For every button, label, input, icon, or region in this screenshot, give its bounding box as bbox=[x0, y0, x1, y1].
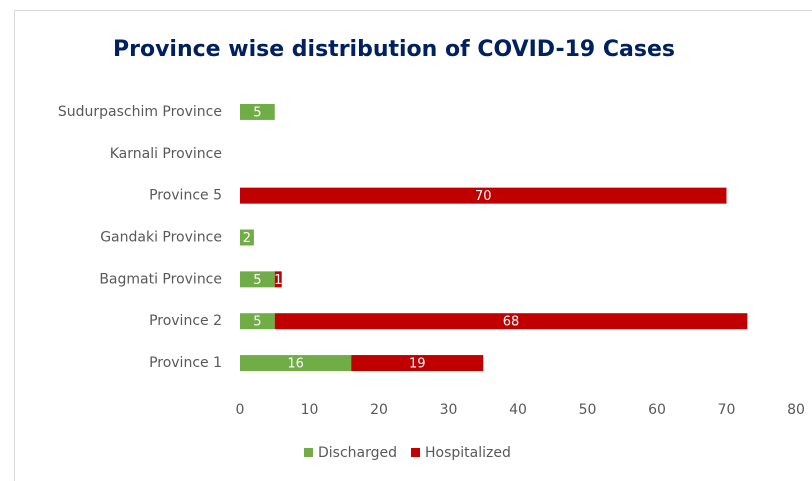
x-tick-label: 10 bbox=[301, 402, 319, 418]
x-tick-label: 40 bbox=[509, 402, 527, 418]
data-label: 70 bbox=[475, 189, 492, 204]
data-label: 19 bbox=[409, 357, 426, 372]
legend-swatch bbox=[411, 448, 421, 457]
data-label: 68 bbox=[503, 315, 520, 330]
data-label: 5 bbox=[253, 105, 261, 120]
x-tick-label: 30 bbox=[440, 402, 458, 418]
chart-title: Province wise distribution of COVID-19 C… bbox=[113, 37, 675, 62]
legend-label: Hospitalized bbox=[425, 445, 511, 461]
x-tick-label: 60 bbox=[648, 402, 666, 418]
chart-frame bbox=[14, 10, 812, 481]
bar-segment bbox=[240, 229, 254, 246]
bar-segment bbox=[240, 103, 275, 120]
y-tick-label: Province 1 bbox=[149, 355, 222, 371]
y-tick-label: Gandaki Province bbox=[100, 230, 222, 246]
x-tick-label: 80 bbox=[787, 402, 805, 418]
x-tick-label: 0 bbox=[236, 402, 245, 418]
x-tick-label: 50 bbox=[579, 402, 597, 418]
data-label: 5 bbox=[253, 315, 261, 330]
bar-segment bbox=[240, 313, 275, 330]
y-tick-label: Province 5 bbox=[149, 188, 222, 204]
x-tick-label: 20 bbox=[370, 402, 388, 418]
y-tick-label: Karnali Province bbox=[110, 146, 222, 162]
legend-swatch bbox=[304, 448, 313, 457]
bar-segment bbox=[240, 187, 727, 204]
bar-segment bbox=[240, 355, 352, 372]
data-label: 1 bbox=[274, 273, 282, 288]
x-tick-label: 70 bbox=[718, 402, 736, 418]
bar-segment bbox=[274, 271, 282, 288]
y-tick-label: Province 2 bbox=[149, 313, 222, 329]
legend-label: Discharged bbox=[318, 445, 397, 461]
y-tick-label: Sudurpaschim Province bbox=[58, 104, 222, 120]
data-label: 16 bbox=[287, 357, 304, 372]
data-label: 2 bbox=[243, 231, 251, 246]
bar-segment bbox=[274, 313, 748, 330]
y-tick-label: Bagmati Province bbox=[99, 271, 222, 287]
data-label: 5 bbox=[253, 273, 261, 288]
bar-segment bbox=[240, 271, 275, 288]
bar-segment bbox=[351, 355, 484, 372]
